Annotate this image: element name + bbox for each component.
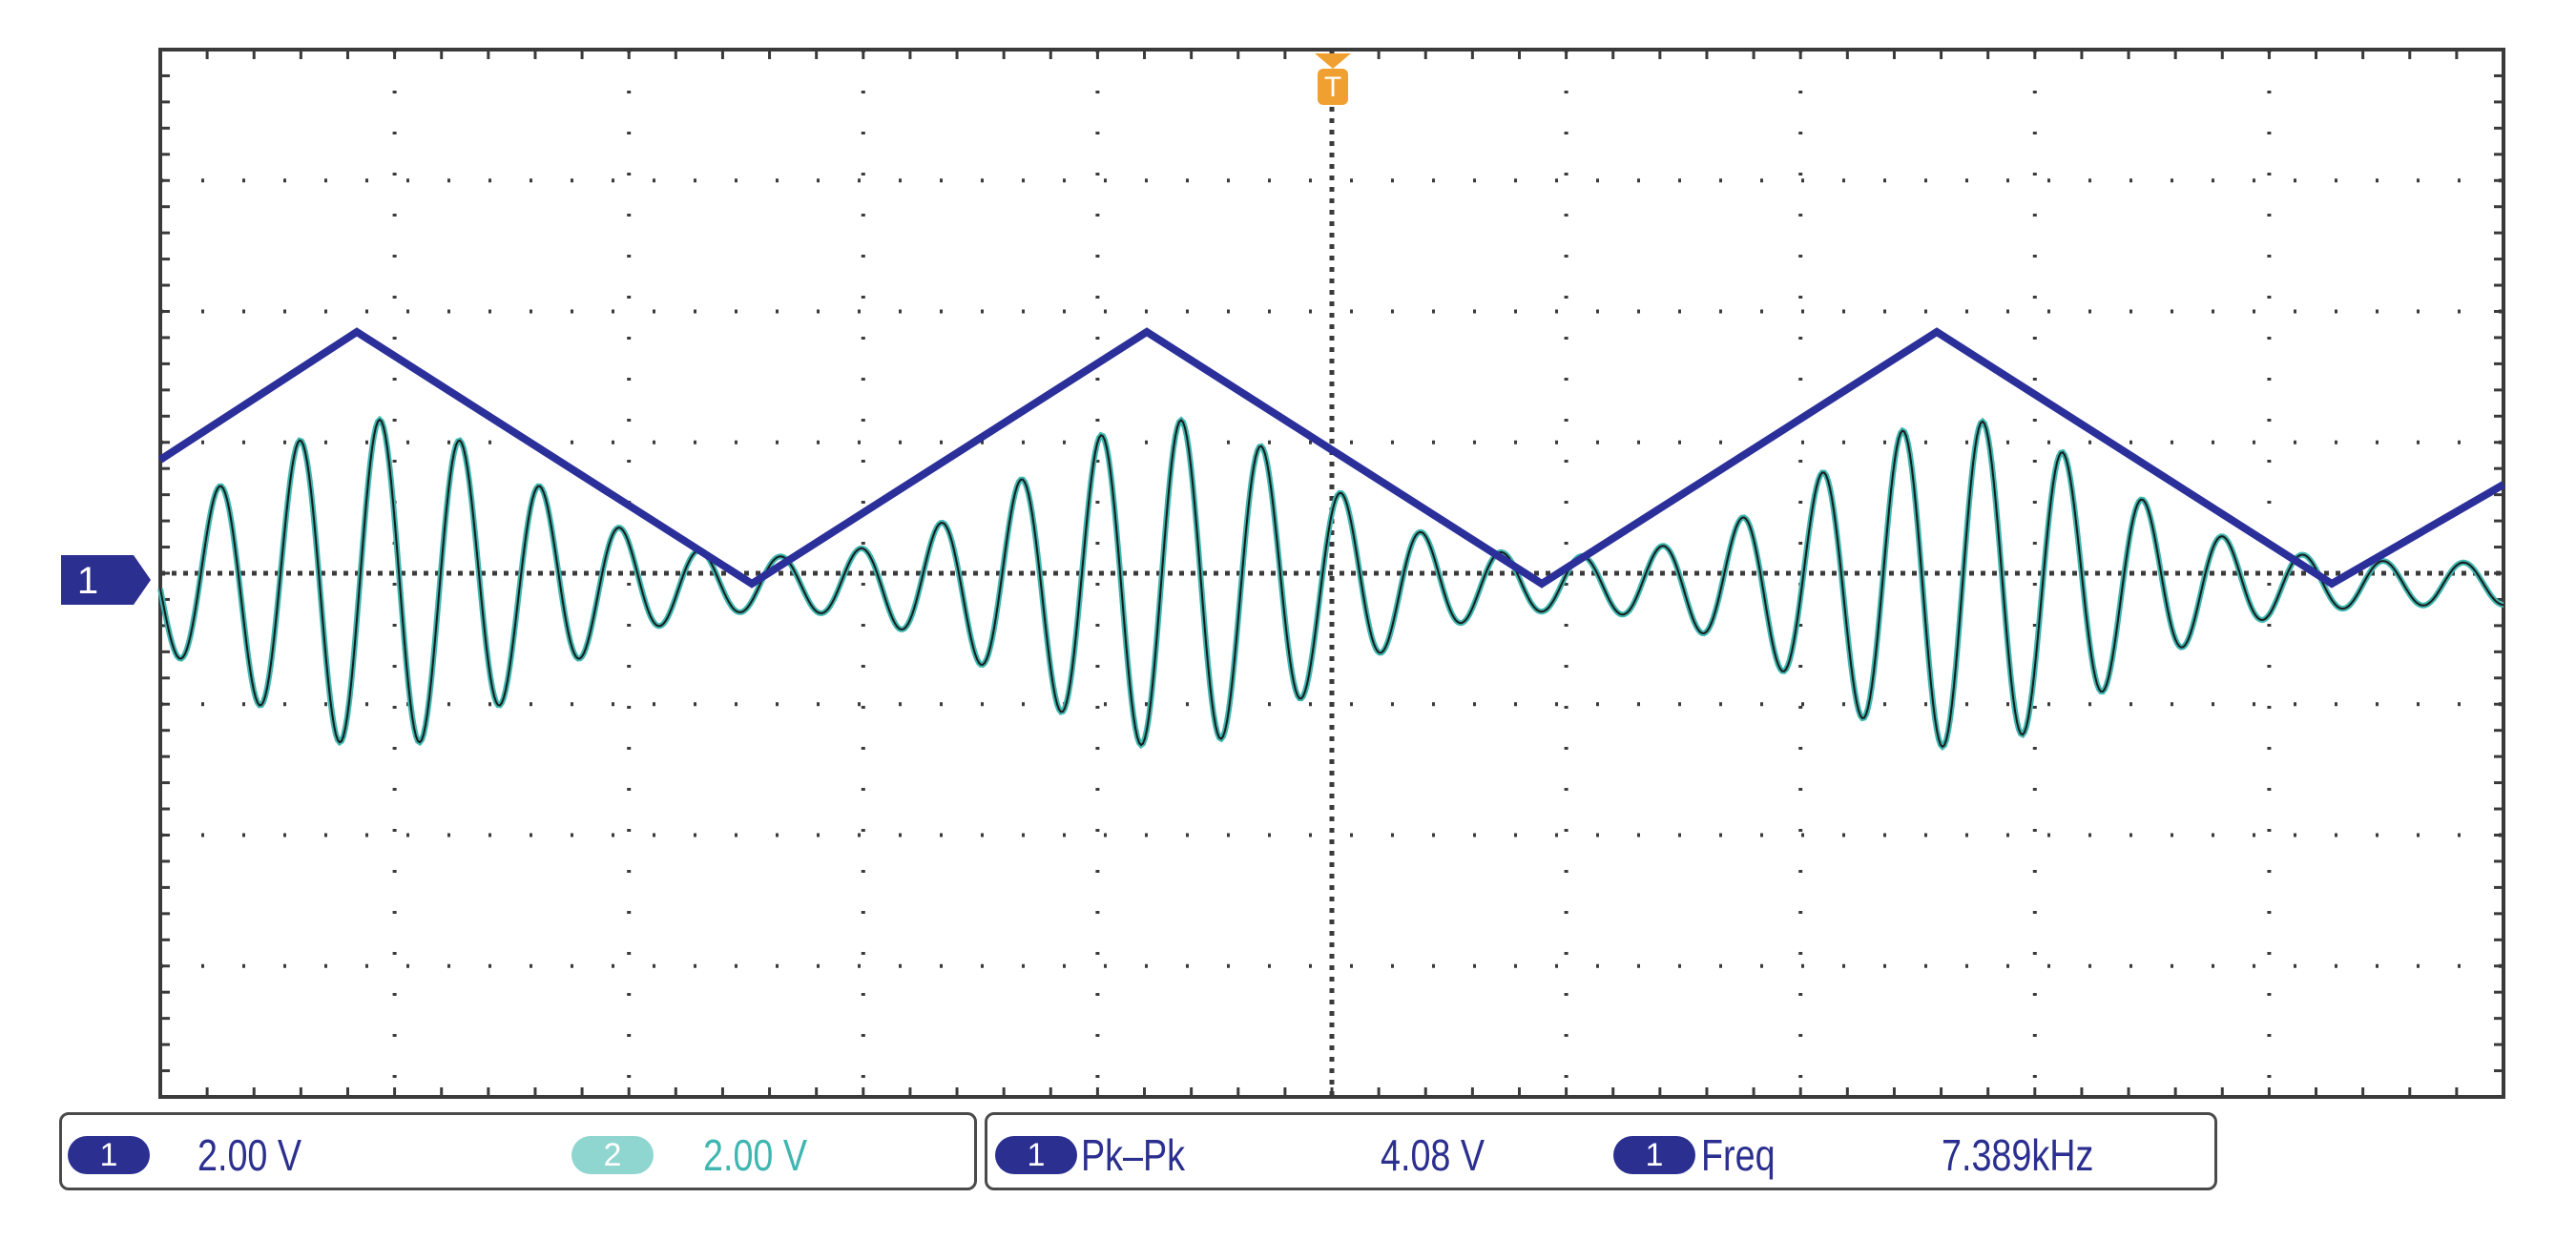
channel-scale-panel: 1 2.00 V 2 2.00 V bbox=[59, 1112, 977, 1190]
channel-2-badge[interactable]: 2 bbox=[571, 1136, 654, 1174]
measurement-2-value: 7.389kHz bbox=[1942, 1130, 2094, 1180]
channel-1-badge[interactable]: 1 bbox=[68, 1136, 150, 1174]
channel-1-scale: 2.00 V bbox=[197, 1130, 302, 1180]
channel-2-scale: 2.00 V bbox=[703, 1130, 808, 1180]
graticule-grid bbox=[160, 50, 2503, 1097]
trigger-marker-icon[interactable]: T bbox=[1315, 53, 1351, 105]
measurement-2-badge[interactable]: 1 bbox=[1613, 1136, 1695, 1174]
center-axis-ticks bbox=[158, 48, 2505, 1099]
channel-1-ground-marker-icon[interactable]: 1 bbox=[61, 555, 151, 605]
channel-2-trace-core bbox=[159, 418, 2504, 749]
measurement-2-name: Freq bbox=[1701, 1130, 1776, 1180]
measurement-panel: 1 Pk–Pk 4.08 V 1 Freq 7.389kHz bbox=[985, 1112, 2217, 1190]
measurement-1-value: 4.08 V bbox=[1381, 1130, 1485, 1180]
channel-1-trace bbox=[157, 327, 2506, 589]
measurement-1-name: Pk–Pk bbox=[1081, 1130, 1186, 1180]
trigger-marker-label: T bbox=[1324, 72, 1341, 103]
status-bar: 1 2.00 V 2 2.00 V 1 Pk–Pk 4.08 V 1 Freq … bbox=[59, 1112, 2526, 1198]
channel-1-ground-marker-label: 1 bbox=[77, 560, 98, 602]
measurement-1-badge[interactable]: 1 bbox=[995, 1136, 1077, 1174]
